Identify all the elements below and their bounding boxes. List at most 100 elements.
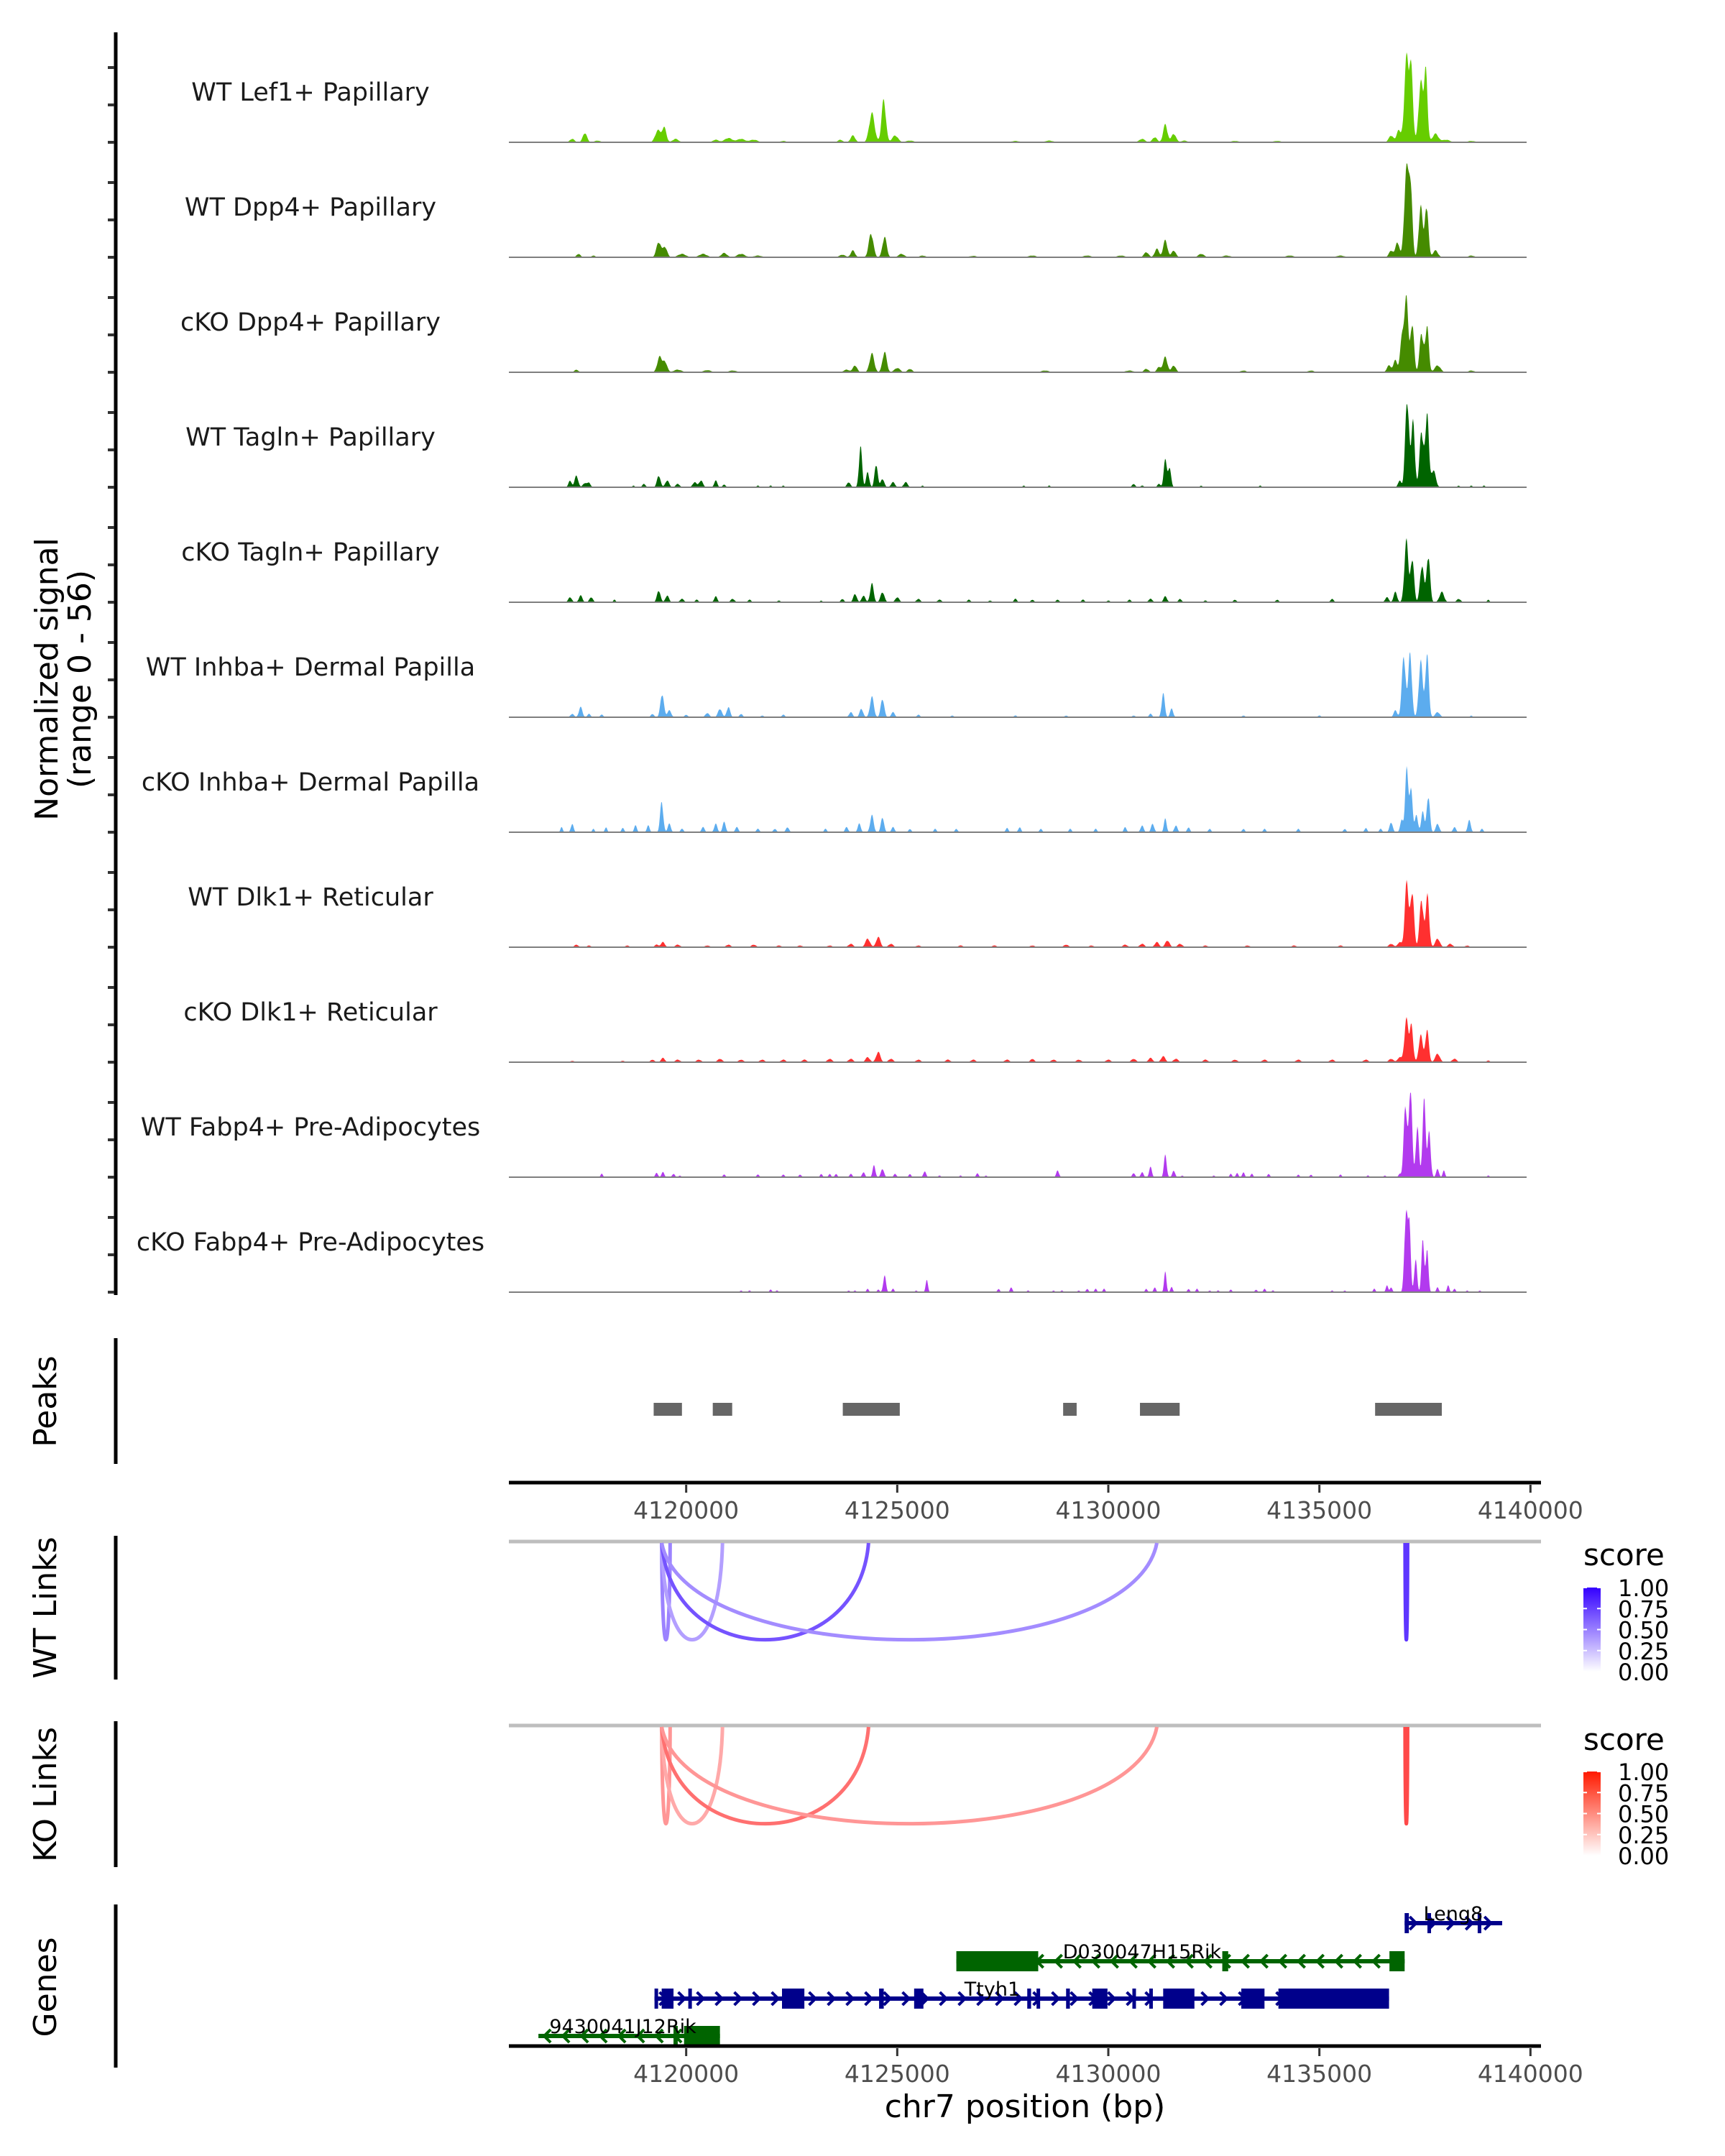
strand-arrow-icon [1296, 1953, 1306, 1969]
strand-arrow-icon [1051, 1991, 1061, 2007]
coverage-area [509, 880, 1541, 947]
coverage-area [509, 163, 1541, 257]
strand-arrow-icon [542, 2028, 552, 2044]
coverage-track: WT Inhba+ Dermal Papilla [146, 652, 1541, 718]
coverage-area [509, 765, 1541, 832]
strand-arrow-icon [976, 1991, 986, 2007]
gene-exon [1404, 1913, 1409, 1933]
ko-links-panel-label: KO Links [27, 1727, 64, 1862]
link-arc [660, 1542, 870, 1641]
peak-region [712, 1403, 732, 1416]
strand-arrow-icon [598, 2028, 608, 2044]
wt-links-panel-label: WT Links [27, 1537, 64, 1678]
track-label: cKO Dlk1+ Reticular [183, 998, 438, 1027]
strand-arrow-icon [561, 2028, 571, 2044]
strand-arrow-icon [1013, 1991, 1024, 2007]
link-arc [660, 1726, 672, 1826]
wt-links-panel: WT Links score 1.000.750.500.250.00 [27, 1536, 1669, 1686]
coverage-y-axis-title-line2: (range 0 - 56) [62, 570, 98, 788]
coverage-panel: Normalized signal (range 0 - 56) WT Lef1… [29, 32, 1541, 1295]
gene-exon [1222, 1951, 1228, 1971]
coverage-area [509, 1210, 1541, 1292]
x-tick-label: 4140000 [1478, 2060, 1583, 2088]
strand-arrow-icon [1240, 1953, 1250, 1969]
track-label: WT Inhba+ Dermal Papilla [146, 653, 475, 682]
wt-legend-ticks: 1.000.750.500.250.00 [1583, 1575, 1669, 1686]
ko-legend-ticks: 1.000.750.500.250.00 [1583, 1759, 1669, 1870]
track-label: WT Lef1+ Papillary [191, 78, 430, 107]
strand-arrow-icon [1202, 1953, 1213, 1969]
track-label: WT Tagln+ Papillary [185, 423, 436, 452]
gene-exon [1066, 1989, 1070, 2009]
track-label: WT Fabp4+ Pre-Adipocytes [141, 1113, 480, 1142]
coverage-track: WT Dpp4+ Papillary [185, 163, 1541, 258]
strand-arrow-icon [696, 1991, 706, 2007]
peak-region [842, 1403, 900, 1416]
strand-arrow-icon [1219, 1991, 1229, 2007]
gene-exon [1132, 1989, 1136, 2009]
legend-tick-label: 0.75 [1618, 1595, 1669, 1623]
legend-tick-label: 0.50 [1618, 1617, 1669, 1644]
gene-exon [1163, 1989, 1195, 2009]
link-arc [660, 1542, 672, 1642]
gene-exon [1149, 1989, 1153, 2009]
coverage-area [509, 652, 1541, 717]
coverage-track: cKO Dlk1+ Reticular [183, 998, 1541, 1063]
strand-arrow-icon [901, 1991, 911, 2007]
coverage-area [509, 295, 1541, 372]
strand-arrow-icon [1109, 1953, 1119, 1969]
strand-arrow-icon [1259, 1953, 1269, 1969]
track-label: WT Dlk1+ Reticular [188, 883, 433, 912]
gene-exon [1027, 1989, 1031, 2009]
gene-exon [654, 1989, 658, 2009]
peak-region [1375, 1403, 1442, 1416]
coverage-track: WT Lef1+ Papillary [191, 52, 1541, 143]
peaks-panel: Peaks 4120000 4125000 4130000 4135000 414000… [27, 1338, 1583, 1524]
coverage-track: WT Tagln+ Papillary [185, 403, 1541, 488]
strand-arrow-icon [770, 1991, 781, 2007]
coverage-area [509, 538, 1541, 602]
x-tick-label: 4120000 [633, 1496, 739, 1524]
coverage-area [509, 1017, 1541, 1062]
strand-arrow-icon [635, 2028, 645, 2044]
strand-arrow-icon [939, 1991, 949, 2007]
gene-exon [781, 1989, 805, 2009]
legend-tick-label: 0.25 [1618, 1822, 1669, 1849]
ko-score-legend: score 1.000.750.500.250.00 [1583, 1722, 1669, 1870]
peak-region [1063, 1403, 1077, 1416]
x-tick-label: 4135000 [1266, 2060, 1372, 2088]
gene-exon [1427, 1913, 1432, 1933]
peak-regions [653, 1403, 1442, 1416]
coverage-area [509, 403, 1541, 487]
coverage-y-axis-title-line1: Normalized signal [29, 538, 65, 821]
strand-arrow-icon [1146, 1953, 1156, 1969]
gene-model: Leng8 [1404, 1903, 1502, 1933]
strand-arrow-icon [752, 1991, 762, 2007]
strand-arrow-icon [1315, 1953, 1325, 1969]
strand-arrow-icon [864, 1991, 874, 2007]
strand-arrow-icon [808, 1991, 818, 2007]
gene-exon [879, 1989, 884, 2009]
strand-arrow-icon [1090, 1953, 1100, 1969]
gene-label: 9430041J12Rik [549, 2016, 696, 2038]
strand-arrow-icon [883, 1991, 893, 2007]
ko-legend-title: score [1583, 1722, 1665, 1757]
legend-tick-label: 0.75 [1618, 1779, 1669, 1807]
strand-arrow-icon [845, 1991, 855, 2007]
x-tick-label: 4135000 [1266, 1496, 1372, 1524]
strand-arrow-icon [1053, 1953, 1063, 1969]
link-arc [1403, 1726, 1409, 1826]
peaks-x-ticks: 4120000 4125000 4130000 4135000 4140000 [633, 1485, 1583, 1524]
gene-exon [684, 2026, 720, 2046]
legend-tick-label: 0.00 [1618, 1659, 1669, 1686]
strand-arrow-icon [1408, 1915, 1419, 1931]
strand-arrow-icon [1352, 1953, 1362, 1969]
track-label: cKO Fabp4+ Pre-Adipocytes [137, 1228, 484, 1257]
peak-region [1140, 1403, 1180, 1416]
gene-model: D030047H15Rik [956, 1941, 1405, 1971]
strand-arrow-icon [1464, 1915, 1475, 1931]
x-tick-label: 4140000 [1478, 1496, 1583, 1524]
link-arc [660, 1542, 724, 1641]
strand-arrow-icon [1333, 1953, 1343, 1969]
genes-x-ticks: 4120000 4125000 4130000 4135000 4140000 [633, 2048, 1583, 2088]
